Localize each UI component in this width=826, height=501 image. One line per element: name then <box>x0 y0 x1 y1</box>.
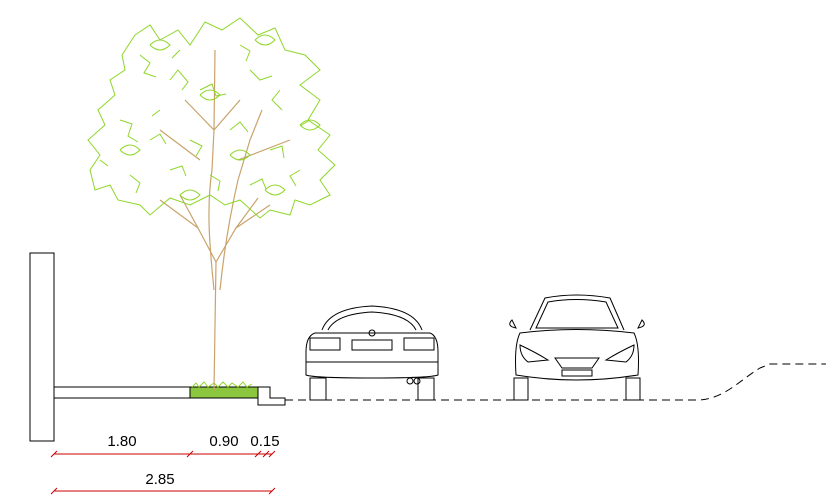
curb <box>257 386 286 406</box>
sidewalk <box>53 386 191 399</box>
dimension-label: 0.90 <box>209 433 238 450</box>
car-rear <box>305 305 439 401</box>
dimension-lines <box>50 450 276 495</box>
dimension-label: 2.85 <box>145 471 174 488</box>
grass-strip <box>189 386 259 399</box>
dimension-label: 1.80 <box>107 433 136 450</box>
tree <box>87 17 336 391</box>
road-profile <box>285 363 826 401</box>
wall <box>29 252 55 442</box>
dimension-label: 0.15 <box>250 433 279 450</box>
grass-tufts <box>191 381 253 388</box>
car-front <box>509 294 645 401</box>
